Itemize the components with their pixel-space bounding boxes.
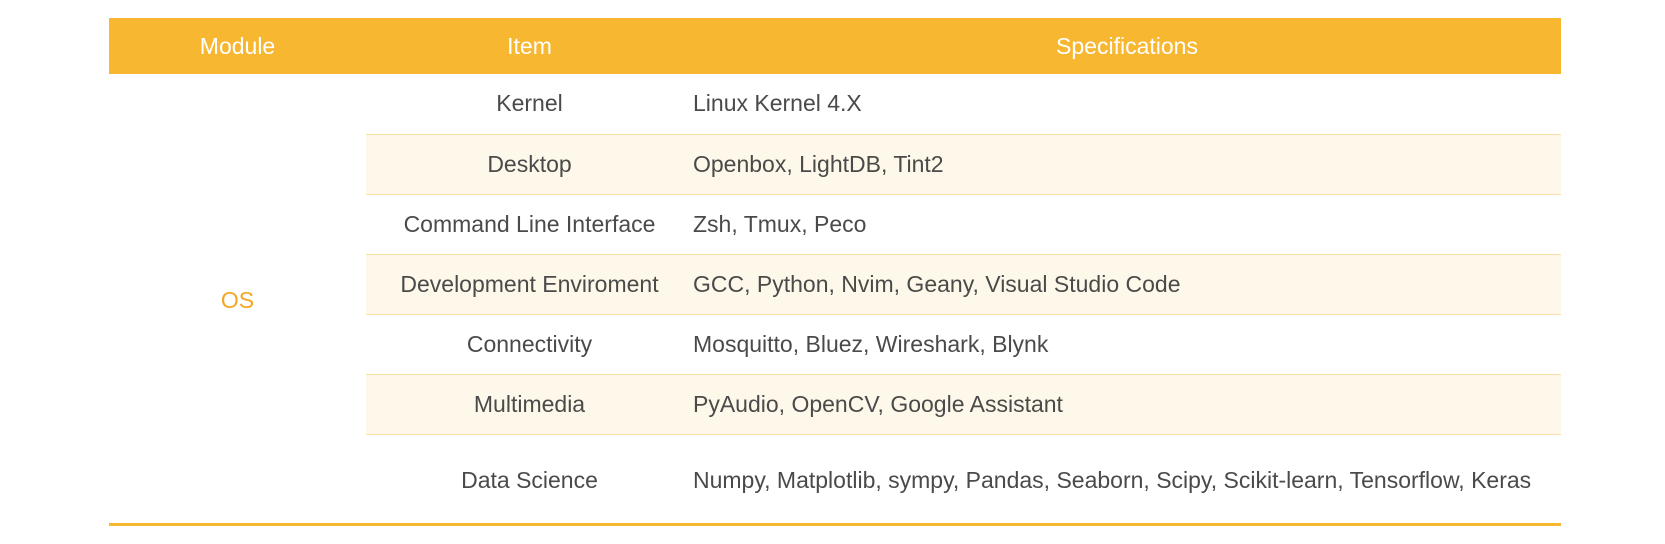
item-cell: Kernel — [366, 74, 693, 135]
table-row: Desktop Openbox, LightDB, Tint2 — [109, 134, 1561, 195]
spec-text: Mosquitto, Bluez, Wireshark, Blynk — [693, 330, 1049, 357]
spec-text: Numpy, Matplotlib, sympy, Pandas, Seabor… — [693, 466, 1532, 493]
table-row: Connectivity Mosquitto, Bluez, Wireshark… — [109, 314, 1561, 375]
item-cell: Connectivity — [366, 314, 693, 375]
table-row: Multimedia PyAudio, OpenCV, Google Assis… — [109, 374, 1561, 435]
item-cell: Development Enviroment — [366, 254, 693, 315]
spec-text: Linux Kernel 4.X — [693, 90, 862, 117]
item-cell: Multimedia — [366, 374, 693, 435]
spec-text: Openbox, LightDB, Tint2 — [693, 150, 944, 177]
spec-cell: Openbox, LightDB, Tint2 — [693, 134, 1561, 195]
spec-text: Zsh, Tmux, Peco — [693, 210, 867, 237]
module-cell: OS — [109, 74, 366, 526]
spec-cell: Zsh, Tmux, Peco — [693, 194, 1561, 255]
spec-cell: Linux Kernel 4.X — [693, 74, 1561, 135]
header-specifications: Specifications — [693, 18, 1561, 74]
spec-cell: Mosquitto, Bluez, Wireshark, Blynk — [693, 314, 1561, 375]
table-row: Data Science Numpy, Matplotlib, sympy, P… — [109, 434, 1561, 526]
spec-table: Module Item Specifications OS Kernel Lin… — [109, 18, 1561, 526]
spec-cell: PyAudio, OpenCV, Google Assistant — [693, 374, 1561, 435]
table-bottom-rule — [109, 523, 1561, 526]
table-row: OS Kernel Linux Kernel 4.X — [109, 74, 1561, 526]
spec-text: GCC, Python, Nvim, Geany, Visual Studio … — [693, 270, 1181, 297]
header-module: Module — [109, 18, 366, 74]
spec-text: PyAudio, OpenCV, Google Assistant — [693, 390, 1063, 417]
table-row: Command Line Interface Zsh, Tmux, Peco — [109, 194, 1561, 255]
table-row: Development Enviroment GCC, Python, Nvim… — [109, 254, 1561, 315]
spec-cell: GCC, Python, Nvim, Geany, Visual Studio … — [693, 254, 1561, 315]
item-cell: Command Line Interface — [366, 194, 693, 255]
header-item: Item — [366, 18, 693, 74]
item-cell: Desktop — [366, 134, 693, 195]
header-row: Module Item Specifications — [109, 18, 1561, 74]
spec-cell: Numpy, Matplotlib, sympy, Pandas, Seabor… — [693, 434, 1561, 526]
item-cell: Data Science — [461, 466, 598, 493]
